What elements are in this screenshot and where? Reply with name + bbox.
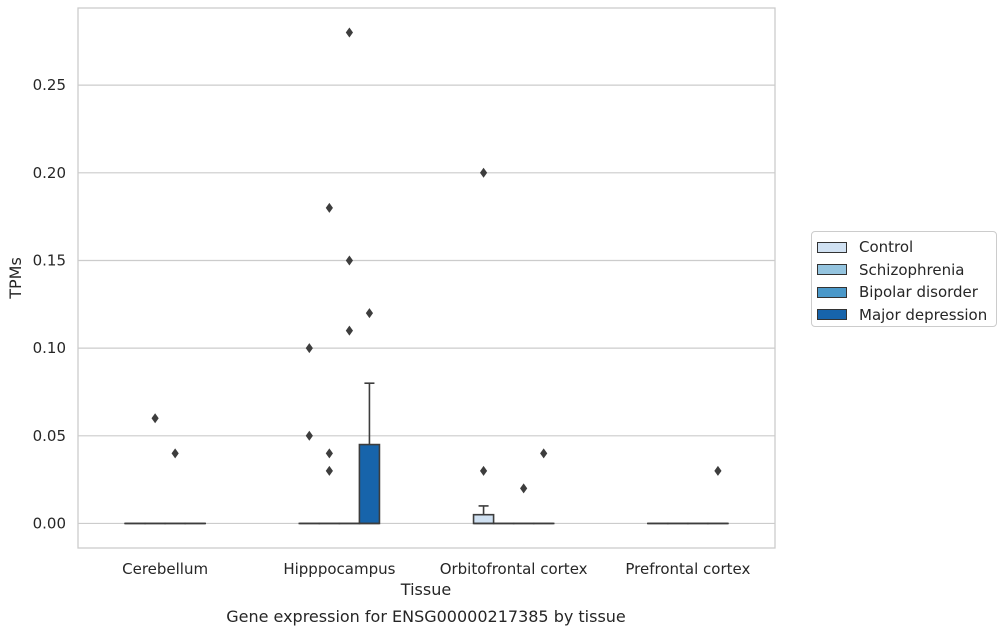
legend-swatch — [817, 286, 847, 298]
x-tick-label: Cerebellum — [122, 560, 208, 578]
legend-item: Control — [817, 236, 996, 259]
legend-item: Schizophrenia — [817, 259, 996, 282]
y-tick-label: 0.00 — [33, 514, 66, 532]
outlier-point — [479, 167, 488, 178]
boxes — [124, 382, 729, 525]
plot-frame — [77, 7, 776, 549]
outlier-point — [345, 27, 353, 38]
legend-swatch — [817, 264, 847, 276]
legend-swatch — [817, 309, 847, 321]
x-tick-label: Hipppocampus — [283, 560, 395, 578]
y-axis-label: TPMs — [6, 257, 25, 300]
outlier-point — [325, 448, 333, 459]
y-tick-label: 0.25 — [33, 76, 66, 94]
box-body — [472, 513, 495, 525]
outlier-point — [171, 448, 179, 459]
y-tick-labels: 0.00 0.05 0.10 0.15 0.20 0.25 — [33, 76, 66, 532]
box-major-depression — [358, 382, 381, 525]
outlier-point — [714, 465, 722, 476]
outlier-point — [365, 308, 374, 319]
outlier-point — [305, 430, 313, 441]
outlier-point — [479, 465, 488, 476]
legend-label: Bipolar disorder — [859, 283, 978, 302]
legend-item: Major depression — [817, 304, 996, 327]
y-tick-label: 0.15 — [33, 251, 66, 269]
outliers — [151, 27, 722, 494]
x-tick-label: Prefrontal cortex — [625, 560, 750, 578]
y-tick-label: 0.05 — [33, 427, 66, 445]
gridlines — [78, 84, 775, 525]
legend-item: Bipolar disorder — [817, 281, 996, 304]
outlier-point — [520, 483, 528, 494]
legend-swatch — [817, 241, 847, 253]
legend: Control Schizophrenia Bipolar disorder Majo… — [811, 231, 997, 327]
box-control — [472, 505, 495, 525]
x-axis-label: Tissue — [400, 580, 451, 599]
box-body — [358, 443, 381, 525]
legend-label: Major depression — [859, 305, 988, 324]
outlier-point — [325, 465, 333, 476]
outlier-point — [345, 255, 353, 266]
chart-caption: Gene expression for ENSG00000217385 by t… — [226, 607, 626, 626]
x-tick-label: Orbitofrontal cortex — [440, 560, 588, 578]
y-tick-label: 0.20 — [33, 164, 66, 182]
outlier-point — [325, 202, 333, 213]
y-tick-label: 0.10 — [33, 339, 66, 357]
outlier-point — [540, 448, 548, 459]
outlier-point — [345, 325, 353, 336]
x-tick-labels: Cerebellum Hipppocampus Orbitofrontal cort… — [122, 560, 750, 578]
outlier-point — [151, 413, 159, 424]
outlier-point — [305, 343, 313, 354]
legend-label: Control — [859, 238, 914, 257]
legend-label: Schizophrenia — [859, 260, 965, 279]
